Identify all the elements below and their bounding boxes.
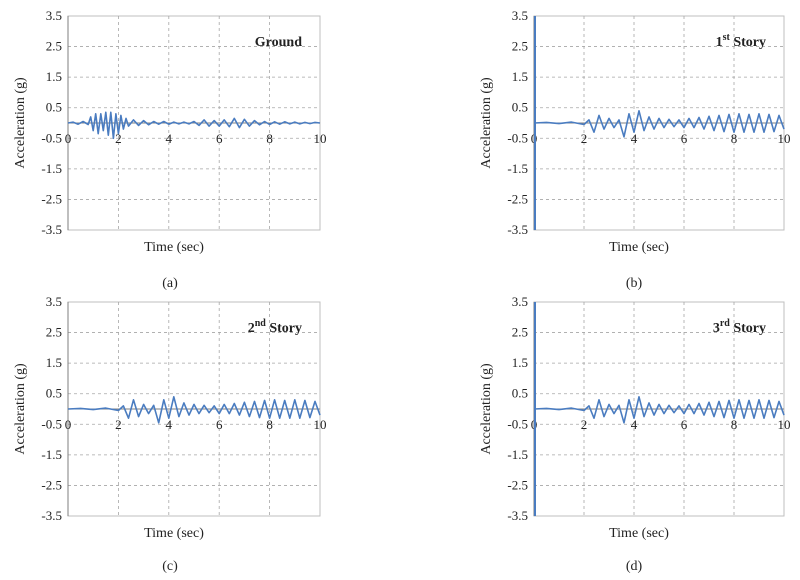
y-tick-label: -2.5 bbox=[507, 477, 528, 492]
x-tick-label: 0 bbox=[65, 131, 72, 146]
x-tick-label: 4 bbox=[631, 417, 638, 432]
y-tick-label: -2.5 bbox=[41, 477, 62, 492]
x-tick-label: 2 bbox=[581, 131, 588, 146]
y-axis-label: Acceleration (g) bbox=[479, 363, 494, 455]
y-tick-label: 1.5 bbox=[512, 69, 528, 84]
y-tick-label: -1.5 bbox=[41, 447, 62, 462]
x-tick-label: 8 bbox=[266, 417, 273, 432]
x-tick-label: 10 bbox=[314, 131, 327, 146]
y-axis-label: Acceleration (g) bbox=[479, 77, 494, 169]
panel-title: Ground bbox=[255, 35, 302, 50]
y-tick-label: -3.5 bbox=[41, 222, 62, 237]
panel-title: 3rd Story bbox=[713, 318, 766, 336]
y-tick-label: -1.5 bbox=[41, 161, 62, 176]
y-tick-label: 0.5 bbox=[46, 100, 62, 115]
y-tick-label: -2.5 bbox=[507, 191, 528, 206]
x-tick-label: 8 bbox=[266, 131, 273, 146]
y-tick-label: 1.5 bbox=[512, 355, 528, 370]
y-tick-label: 3.5 bbox=[46, 294, 62, 309]
x-tick-label: 4 bbox=[166, 131, 173, 146]
x-tick-label: 8 bbox=[731, 131, 738, 146]
panel-title: 1st Story bbox=[716, 32, 766, 50]
series-line bbox=[67, 111, 321, 140]
x-tick-label: 6 bbox=[681, 131, 688, 146]
panel-caption: (c) bbox=[162, 559, 178, 574]
y-tick-label: 2.5 bbox=[512, 325, 528, 340]
y-axis-label: Acceleration (g) bbox=[13, 363, 28, 455]
series-line bbox=[67, 396, 321, 424]
chart-panel-1: 3.5 2.5 1.5 0.5 -0.5 -1.5 -2.5 -3.5 0 2 4 6 8 10 Time … bbox=[13, 8, 327, 291]
y-tick-label: 1.5 bbox=[46, 69, 62, 84]
x-tick-label: 4 bbox=[631, 131, 638, 146]
x-axis-label: Time (sec) bbox=[609, 240, 669, 255]
y-tick-label: -3.5 bbox=[507, 508, 528, 523]
x-tick-label: 0 bbox=[65, 417, 72, 432]
chart-panel-3: 3.5 2.5 1.5 0.5 -0.5 -1.5 -2.5 -3.5 0 2 4 6 8 10 Time … bbox=[13, 294, 327, 574]
y-axis-label: Acceleration (g) bbox=[13, 77, 28, 169]
x-axis-label: Time (sec) bbox=[609, 526, 669, 541]
y-tick-label: 3.5 bbox=[46, 8, 62, 23]
x-tick-label: 6 bbox=[216, 417, 223, 432]
x-tick-label: 10 bbox=[314, 417, 327, 432]
y-tick-label: -0.5 bbox=[507, 416, 528, 431]
y-tick-label: 0.5 bbox=[512, 100, 528, 115]
y-tick-label: -0.5 bbox=[41, 130, 62, 145]
y-tick-label: -3.5 bbox=[41, 508, 62, 523]
panel-caption: (d) bbox=[626, 559, 643, 574]
y-tick-label: 1.5 bbox=[46, 355, 62, 370]
y-tick-label: -1.5 bbox=[507, 161, 528, 176]
x-tick-label: 10 bbox=[778, 417, 791, 432]
y-tick-label: 3.5 bbox=[512, 294, 528, 309]
y-tick-label: -0.5 bbox=[507, 130, 528, 145]
x-axis-label: Time (sec) bbox=[144, 240, 204, 255]
y-tick-label: 0.5 bbox=[46, 386, 62, 401]
y-tick-label: 3.5 bbox=[512, 8, 528, 23]
y-tick-label: 2.5 bbox=[46, 325, 62, 340]
x-tick-label: 6 bbox=[216, 131, 223, 146]
x-tick-label: 10 bbox=[778, 131, 791, 146]
x-tick-label: 2 bbox=[581, 417, 588, 432]
y-tick-label: 2.5 bbox=[46, 39, 62, 54]
series-line bbox=[533, 396, 785, 424]
chart-panel-4: 3.52.51.50.5-0.5-1.5-2.5-3.50246810Time … bbox=[479, 294, 791, 574]
chart-panel-2: 3.52.51.50.5-0.5-1.5-2.5-3.50246810Time … bbox=[479, 8, 791, 291]
x-tick-label: 6 bbox=[681, 417, 688, 432]
x-tick-label: 2 bbox=[115, 417, 122, 432]
x-tick-label: 4 bbox=[166, 417, 173, 432]
x-axis-label: Time (sec) bbox=[144, 526, 204, 541]
panel-caption: (b) bbox=[626, 276, 643, 291]
y-tick-label: -1.5 bbox=[507, 447, 528, 462]
y-tick-label: -3.5 bbox=[507, 222, 528, 237]
series-line bbox=[533, 110, 785, 138]
x-tick-label: 2 bbox=[115, 131, 122, 146]
y-tick-label: -0.5 bbox=[41, 416, 62, 431]
y-tick-label: -2.5 bbox=[41, 191, 62, 206]
panel-caption: (a) bbox=[162, 276, 178, 291]
y-tick-label: 2.5 bbox=[512, 39, 528, 54]
panel-title: 2nd Story bbox=[248, 318, 302, 336]
y-tick-label: 0.5 bbox=[512, 386, 528, 401]
x-tick-label: 8 bbox=[731, 417, 738, 432]
